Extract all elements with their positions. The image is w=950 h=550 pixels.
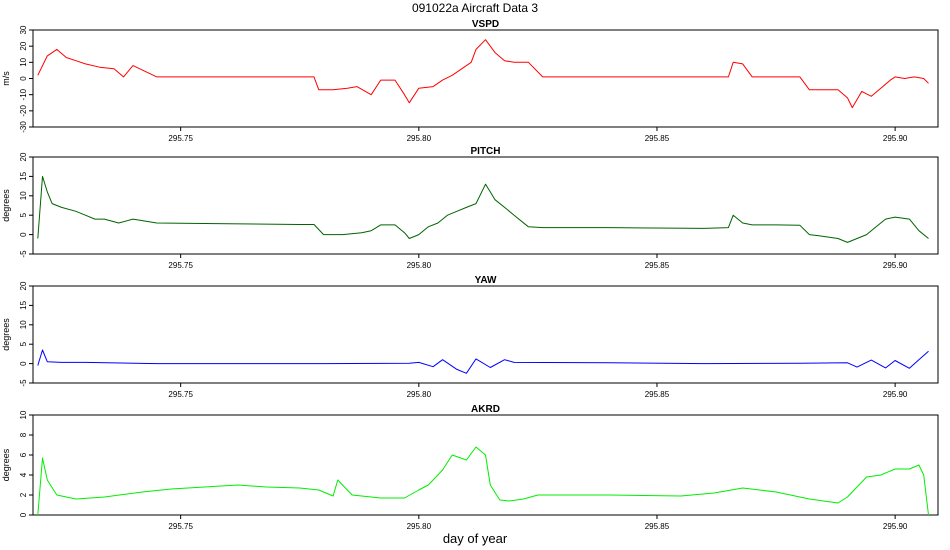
y-tick-label: 10: [19, 320, 28, 329]
y-tick-label: 5: [19, 212, 28, 217]
y-tick-label: 30: [19, 25, 28, 34]
y-axis-label: degrees: [1, 189, 11, 222]
y-tick-label: -20: [19, 105, 28, 117]
x-tick-label: 295.75: [168, 261, 193, 270]
y-tick-label: 5: [19, 341, 28, 346]
y-axis-label: degrees: [1, 318, 11, 351]
series-line-pitch: [37, 175, 929, 243]
x-tick-label: 295.75: [168, 390, 193, 399]
y-axis-label: m/s: [1, 71, 11, 86]
x-tick-label: 295.90: [883, 522, 908, 531]
x-tick-label: 295.90: [883, 390, 908, 399]
plot-frame: [32, 29, 939, 128]
y-tick-label: 0: [19, 76, 28, 81]
y-tick-label: -5: [19, 250, 28, 258]
y-tick-label: 10: [19, 57, 28, 66]
x-tick-label: 295.80: [407, 261, 432, 270]
series-line-akrd: [37, 446, 929, 516]
panel-title: YAW: [475, 275, 497, 286]
y-tick-label: -30: [19, 121, 28, 133]
y-axis-label: degrees: [1, 448, 11, 481]
panel-title: VSPD: [472, 19, 499, 30]
y-tick-label: 10: [19, 410, 28, 419]
panel-yaw: YAW degrees -5 0 5 10 15 20 295.75 295.80 295.85 29…: [1, 275, 939, 399]
y-tick-label: 2: [19, 492, 28, 497]
y-tick-label: 20: [19, 152, 28, 161]
panel-pitch: PITCH degrees -5 0 5 10 15 20 295.75 295.80 295.85…: [1, 146, 939, 270]
panel-title: AKRD: [471, 404, 500, 415]
y-tick-label: 15: [19, 300, 28, 309]
plot-frame: [32, 414, 939, 516]
plot-frame: [32, 285, 939, 384]
x-tick-label: 295.80: [407, 522, 432, 531]
panel-akrd: AKRD degrees 0 2 4 6 8 10 295.75 295.80 295.85 295.…: [1, 404, 939, 531]
x-tick-label: 295.75: [168, 134, 193, 143]
y-tick-label: -5: [19, 379, 28, 387]
x-tick-label: 295.85: [645, 134, 670, 143]
x-tick-label: 295.85: [645, 522, 670, 531]
panel-title: PITCH: [471, 146, 501, 157]
x-tick-label: 295.80: [407, 390, 432, 399]
y-tick-label: 4: [19, 472, 28, 477]
x-tick-label: 295.90: [883, 261, 908, 270]
x-tick-label: 295.80: [407, 134, 432, 143]
figure-title: 091022a Aircraft Data 3: [412, 1, 538, 15]
y-tick-label: 0: [19, 361, 28, 366]
x-tick-label: 295.85: [645, 390, 670, 399]
series-line-vspd: [37, 39, 929, 109]
y-tick-label: 6: [19, 452, 28, 457]
x-tick-label: 295.85: [645, 261, 670, 270]
y-tick-label: 8: [19, 432, 28, 437]
plot-frame: [32, 156, 939, 255]
y-tick-label: 10: [19, 191, 28, 200]
y-tick-label: 0: [19, 512, 28, 517]
x-tick-label: 295.90: [883, 134, 908, 143]
x-axis-title: day of year: [443, 531, 508, 546]
y-tick-label: -10: [19, 88, 28, 100]
panel-vspd: VSPD m/s -30 -20 -10 0 10 20 30 295.75 295.80 295.8…: [1, 19, 939, 143]
y-tick-label: 0: [19, 232, 28, 237]
series-line-yaw: [37, 349, 929, 374]
y-tick-label: 20: [19, 281, 28, 290]
x-tick-label: 295.75: [168, 522, 193, 531]
y-tick-label: 15: [19, 171, 28, 180]
y-tick-label: 20: [19, 41, 28, 50]
